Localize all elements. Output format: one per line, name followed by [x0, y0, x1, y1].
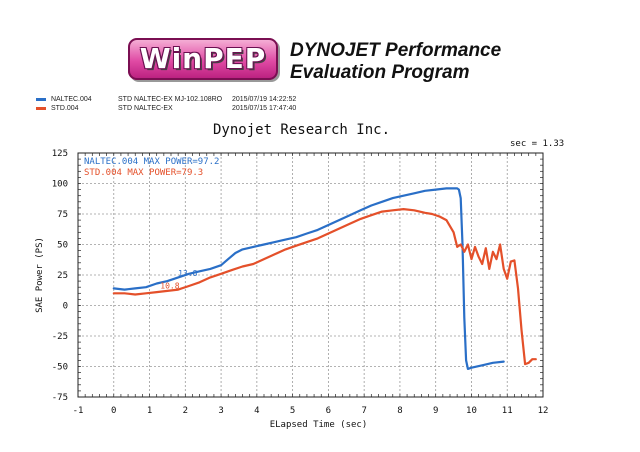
x-tick-label: 1	[147, 406, 152, 416]
run-1-swatch	[36, 97, 46, 101]
y-tick-label: 75	[57, 210, 68, 220]
y-tick-label: 50	[57, 241, 68, 251]
x-tick-label: -1	[73, 406, 84, 416]
legend-entry-1: NALTEC.004 MAX POWER=97.2	[84, 157, 219, 167]
run-2-swatch	[36, 106, 46, 110]
x-tick-label: 2	[183, 406, 188, 416]
program-title-line1: DYNOJET Performance	[290, 40, 502, 61]
run-2-spec: STD NALTEC-EX	[118, 105, 173, 112]
run-1-spec: STD NALTEC-EX MJ-102.108RO	[118, 96, 223, 103]
y-tick-label: -75	[52, 393, 68, 403]
x-tick-label: 5	[290, 406, 295, 416]
x-tick-label: 7	[361, 406, 366, 416]
sec-label: sec = 1.33	[510, 139, 565, 149]
program-title: DYNOJET Performance Evaluation Program	[290, 40, 501, 84]
x-tick-label: 9	[433, 406, 438, 416]
y-tick-label: 0	[63, 302, 68, 312]
run-2-date: 2015/07/15 17:47:40	[232, 105, 297, 112]
y-tick-label: 125	[52, 149, 68, 159]
x-tick-label: 4	[254, 406, 259, 416]
x-tick-label: 8	[397, 406, 402, 416]
chart-lines	[112, 187, 537, 370]
winpep-logo: WinPEP	[128, 38, 278, 80]
y-tick-label: -25	[52, 332, 68, 342]
company-title: Dynojet Research Inc.	[213, 122, 391, 138]
x-tick-label: 0	[111, 406, 116, 416]
program-title-line2: Evaluation Program	[290, 62, 470, 83]
x-tick-label: 12	[538, 406, 549, 416]
annotation-2: 10.8	[160, 281, 179, 290]
x-tick-label: 11	[502, 406, 513, 416]
annotation-1: 13.8	[178, 269, 197, 278]
x-axis-label: ELapsed Time (sec)	[270, 420, 368, 430]
x-tick-label: 6	[326, 406, 331, 416]
series-line-1	[112, 187, 505, 370]
chart-labels: -1 0 1 2 3 4 5 6 7 8 9 10 11 12-75-50-250255075100125…	[35, 149, 548, 430]
run-1-date: 2015/07/19 14:22:52	[232, 96, 297, 103]
run-legend-1: NALTEC.004 STD NALTEC-EX MJ-102.108RO 20…	[36, 96, 296, 103]
x-tick-label: 3	[218, 406, 223, 416]
logo-text: WinPEP	[139, 42, 267, 75]
y-tick-label: 25	[57, 271, 68, 281]
y-axis-label: SAE Power (PS)	[35, 237, 45, 313]
legend-entry-2: STD.004 MAX POWER=79.3	[84, 168, 203, 178]
run-2-file: STD.004	[50, 105, 79, 112]
y-tick-label: 100	[52, 180, 68, 190]
run-legend-2: STD.004 STD NALTEC-EX 2015/07/15 17:47:4…	[36, 105, 296, 112]
chart-grid	[78, 153, 543, 397]
run-1-file: NALTEC.004	[50, 96, 92, 103]
series-line-2	[112, 208, 537, 366]
x-tick-label: 10	[466, 406, 477, 416]
chart-axes	[77, 152, 544, 398]
y-tick-label: -50	[52, 363, 68, 373]
